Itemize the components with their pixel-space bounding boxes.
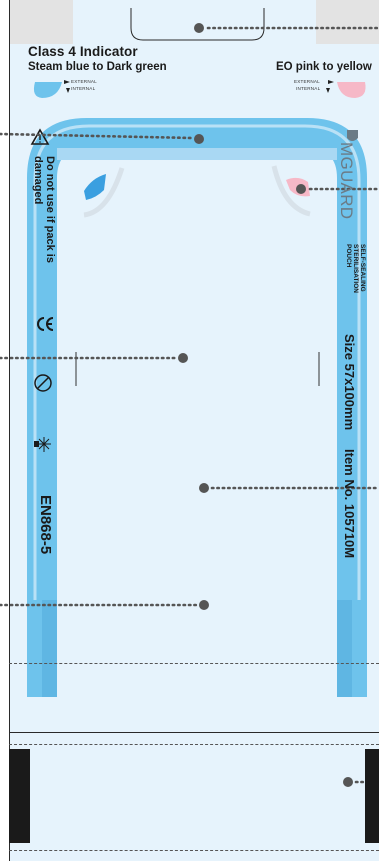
- seal-band-right-foot: [337, 600, 352, 697]
- gray-corner-right: [316, 0, 379, 44]
- dashed-line-2: [9, 744, 379, 745]
- warning-text: Do not use if pack is damaged: [32, 156, 56, 263]
- seal-band-light-strip: [57, 148, 337, 160]
- right-external-arrow-icon: [328, 80, 334, 84]
- callout-dot-top-tab: [194, 23, 204, 33]
- product-line-3: POUCH: [345, 244, 352, 268]
- item-number: Item No. 105710M: [342, 449, 357, 559]
- ce-c-icon: [37, 317, 45, 331]
- left-notch: [9, 749, 30, 843]
- left-legend-external: EXTERNAL: [71, 79, 97, 84]
- ce-e-icon: [46, 317, 54, 331]
- left-internal-arrow-icon: [66, 88, 70, 93]
- right-internal-arrow-icon: [326, 88, 330, 93]
- dashed-line-1: [9, 663, 379, 664]
- callout-line-seal: [0, 132, 195, 140]
- product-line-2: STERILISATION: [352, 244, 359, 293]
- left-external-arrow-icon: [64, 80, 70, 84]
- left-legend-internal: INTERNAL: [71, 86, 96, 91]
- seal-band-left-foot: [42, 600, 57, 697]
- top-tab-outline: [130, 8, 265, 41]
- callout-dot-window: [178, 353, 188, 363]
- solid-line: [9, 732, 379, 733]
- chamber-arc-right: [271, 165, 311, 217]
- right-legend-internal: INTERNAL: [296, 86, 321, 91]
- sterilisation-symbol-icon: [37, 437, 51, 452]
- callout-dot-notch: [343, 777, 353, 787]
- right-indicator-title: EO pink to yellow: [276, 61, 372, 73]
- callout-dot-seal: [194, 134, 204, 144]
- callout-dot-indicator: [296, 184, 306, 194]
- left-indicator-title: Class 4 Indicator: [28, 44, 138, 59]
- right-legend-external: EXTERNAL: [294, 79, 320, 84]
- brand-shield-icon: [347, 130, 358, 141]
- warning-triangle-icon: [30, 128, 50, 145]
- standard-code: EN868-5: [37, 495, 54, 555]
- brand-name: MGUARD: [337, 142, 356, 220]
- product-line-1: SELF-SEALING: [359, 244, 366, 292]
- right-notch: [365, 749, 379, 843]
- left-indicator-subtitle: Steam blue to Dark green: [28, 61, 167, 73]
- callout-dot-film: [199, 600, 209, 610]
- right-indicator-swatch: [337, 82, 366, 98]
- left-indicator-swatch: [33, 82, 62, 98]
- single-use-icon: [34, 374, 52, 392]
- seal-band-inner-line: [33, 124, 361, 600]
- callout-dot-paper: [199, 483, 209, 493]
- chamber-indicator-blue: [84, 174, 106, 200]
- dashed-line-3: [9, 850, 379, 851]
- chamber-arc-left: [83, 167, 125, 218]
- seal-band: [27, 118, 367, 697]
- size-text: Size 57x100mm: [342, 334, 357, 431]
- ce-mark: CE: [38, 316, 58, 334]
- gray-corner-left: [9, 0, 73, 44]
